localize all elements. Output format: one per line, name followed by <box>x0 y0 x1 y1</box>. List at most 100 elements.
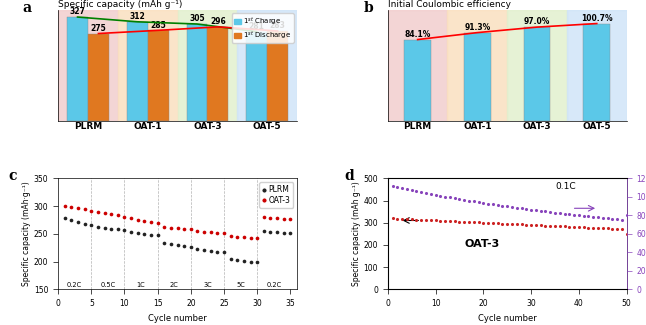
Point <box>258 228 269 234</box>
X-axis label: Cycle number: Cycle number <box>478 314 537 322</box>
Point <box>545 209 556 215</box>
Bar <box>388 10 448 121</box>
Text: 5C: 5C <box>236 281 245 288</box>
Point <box>106 212 116 217</box>
Point <box>193 247 203 252</box>
Point <box>530 223 541 228</box>
Bar <box>178 10 237 121</box>
Point <box>285 217 295 222</box>
Point <box>492 221 503 226</box>
Point <box>430 192 441 197</box>
Point <box>536 223 546 228</box>
Text: Initial Coulombic efficiency: Initial Coulombic efficiency <box>388 0 511 9</box>
Point <box>502 221 512 227</box>
Point <box>621 213 632 218</box>
Point <box>205 229 216 235</box>
Bar <box>448 10 507 121</box>
Point <box>146 232 156 238</box>
Bar <box>464 32 491 121</box>
Point <box>554 211 565 216</box>
Point <box>598 226 608 231</box>
Text: b: b <box>364 1 373 15</box>
Text: d: d <box>345 169 355 184</box>
Bar <box>567 10 627 121</box>
Text: 100.7%: 100.7% <box>581 14 612 23</box>
Point <box>225 256 236 261</box>
Point <box>67 204 77 210</box>
Point <box>550 223 560 228</box>
Point <box>185 227 196 232</box>
Point <box>536 208 546 214</box>
Point <box>545 223 556 228</box>
Y-axis label: Specific capacity (mAh g⁻¹): Specific capacity (mAh g⁻¹) <box>351 181 360 286</box>
Bar <box>127 22 148 121</box>
Text: 0.1C: 0.1C <box>555 182 576 191</box>
Point <box>583 214 594 219</box>
Point <box>392 216 402 221</box>
Point <box>225 233 236 239</box>
Point <box>179 226 189 231</box>
Point <box>459 219 470 225</box>
Point <box>416 189 426 195</box>
Point <box>86 223 96 228</box>
Point <box>159 240 169 245</box>
Bar <box>524 27 550 121</box>
Point <box>245 259 256 264</box>
Point <box>185 244 196 250</box>
Text: 0.5C: 0.5C <box>100 281 116 288</box>
Bar <box>148 30 169 121</box>
Point <box>252 236 262 241</box>
Bar <box>88 33 109 121</box>
Point <box>67 218 77 223</box>
Bar <box>583 23 610 121</box>
Point <box>112 213 123 218</box>
Point <box>512 222 522 227</box>
Text: 275: 275 <box>90 24 107 33</box>
Point <box>285 231 295 236</box>
Text: 283: 283 <box>269 21 286 30</box>
Bar <box>58 10 118 121</box>
Text: 2C: 2C <box>170 281 179 288</box>
Point <box>444 195 455 200</box>
Point <box>559 224 570 229</box>
Text: 0.2C: 0.2C <box>67 281 82 288</box>
Point <box>397 185 407 190</box>
Point <box>212 230 222 235</box>
Text: c: c <box>8 169 17 184</box>
Point <box>132 217 143 223</box>
Point <box>406 217 417 222</box>
Text: Specific capacity (mAh g⁻¹): Specific capacity (mAh g⁻¹) <box>58 0 183 9</box>
Point <box>559 211 570 216</box>
Text: 84.1%: 84.1% <box>404 30 431 39</box>
Point <box>266 229 276 234</box>
Point <box>406 187 417 192</box>
Point <box>239 258 249 264</box>
Point <box>172 242 183 247</box>
Point <box>521 222 532 227</box>
Point <box>578 225 589 230</box>
Point <box>540 223 550 228</box>
Point <box>199 229 209 234</box>
Point <box>564 224 574 229</box>
Point <box>126 229 136 234</box>
Point <box>412 188 422 193</box>
Point <box>172 226 183 231</box>
Point <box>93 210 103 215</box>
Point <box>402 186 412 191</box>
Text: a: a <box>23 1 32 15</box>
Point <box>468 220 479 225</box>
Text: 281: 281 <box>249 22 265 31</box>
Point <box>502 204 512 209</box>
Point <box>488 221 498 226</box>
Point <box>239 235 249 240</box>
Point <box>402 216 412 222</box>
Point <box>574 225 584 230</box>
Point <box>245 235 256 240</box>
Bar <box>246 32 267 121</box>
Bar <box>507 10 567 121</box>
Point <box>426 191 436 196</box>
Point <box>430 218 441 223</box>
Point <box>440 218 450 224</box>
Point <box>540 209 550 214</box>
Point <box>388 183 398 188</box>
